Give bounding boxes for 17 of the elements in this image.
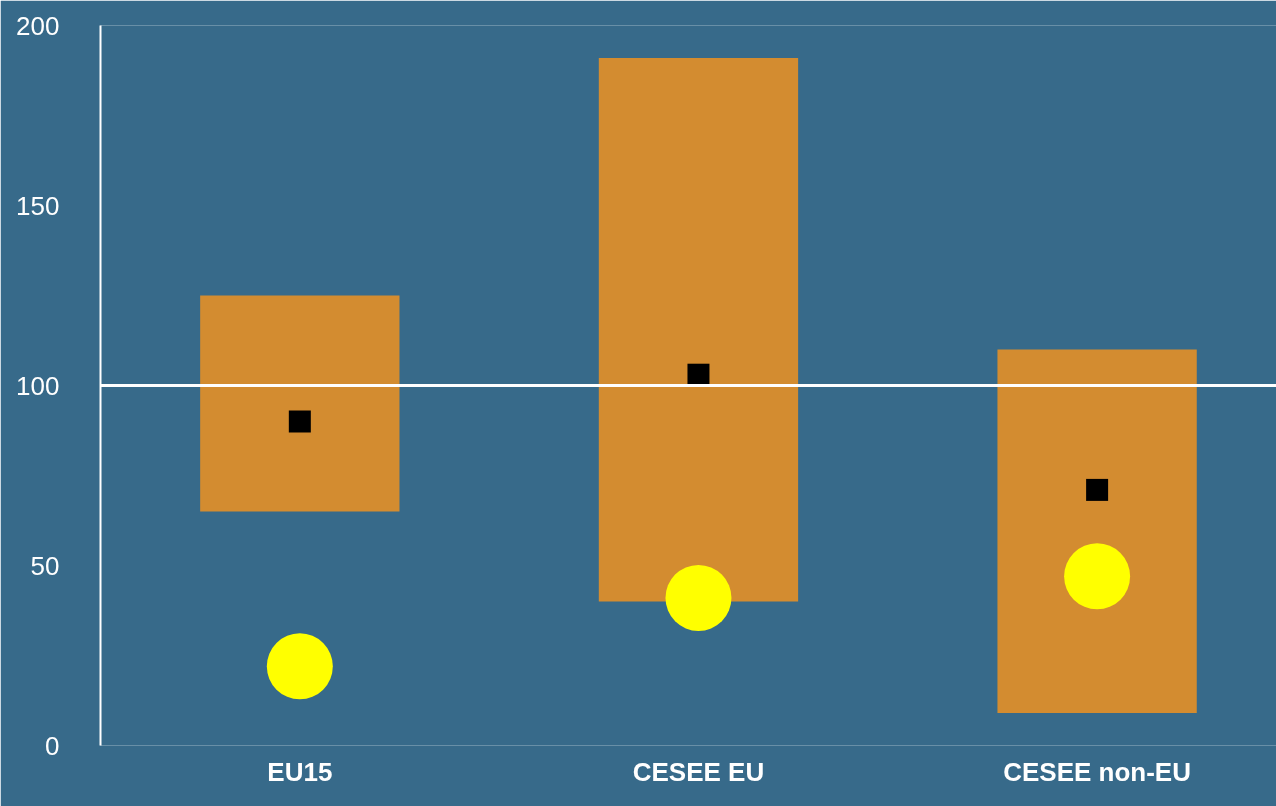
y-tick-label: 50 bbox=[30, 550, 60, 581]
bar bbox=[200, 295, 400, 512]
y-tick-label: 200 bbox=[16, 10, 60, 41]
point bbox=[687, 363, 710, 386]
y-tick-label: 150 bbox=[16, 190, 60, 221]
x-tick-label: EU15 bbox=[267, 756, 333, 787]
y-tick-label: 100 bbox=[16, 370, 60, 401]
x-tick-label: CESEE EU bbox=[632, 756, 765, 787]
bar bbox=[598, 57, 799, 602]
bar bbox=[997, 349, 1197, 714]
point bbox=[1086, 478, 1109, 501]
point bbox=[266, 633, 333, 700]
point bbox=[1064, 543, 1131, 610]
y-tick-label: 0 bbox=[45, 730, 60, 761]
point bbox=[288, 410, 311, 433]
point bbox=[665, 564, 732, 631]
x-tick-label: CESEE non-EU bbox=[1003, 756, 1192, 787]
